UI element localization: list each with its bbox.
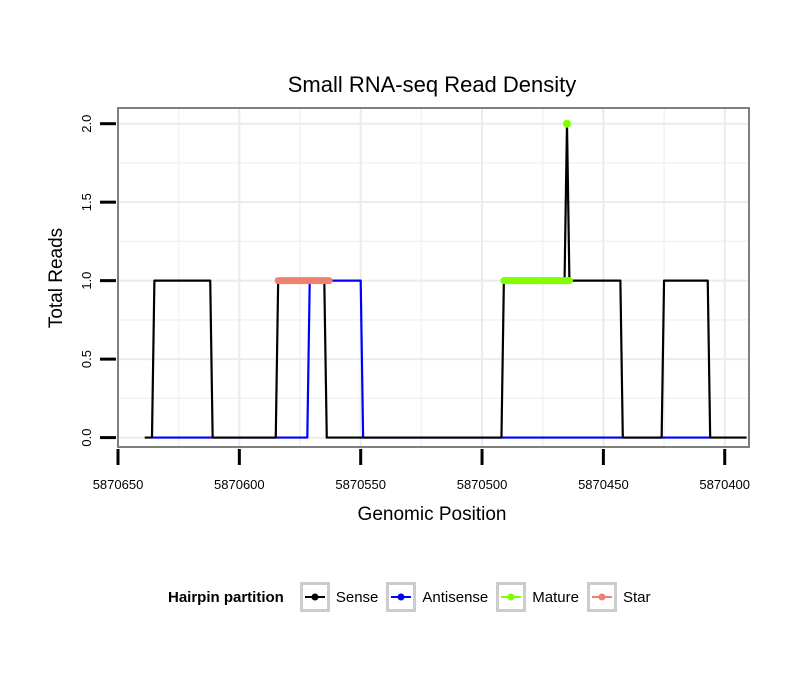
legend-label-antisense: Antisense [422,588,489,606]
plot-background [118,108,749,447]
legend-key-sense [299,582,330,612]
legend-label-sense: Sense [335,588,379,606]
y-tick-label: 1.0 [79,272,94,290]
y-tick-label: 0.0 [79,429,94,447]
legend-key-antisense [386,582,417,612]
legend: Hairpin partition Sense Antisense Mature… [168,578,658,616]
x-tick-label: 5870400 [699,477,750,492]
x-axis-title: Genomic Position [358,504,507,525]
legend-label-star: Star [622,588,651,606]
series-point-mature [562,119,571,128]
y-tick-label: 1.5 [79,193,94,211]
legend-key-mature [496,582,527,612]
legend-item-antisense: Antisense [386,582,488,612]
plot-panel: 5870650 5870600 5870550 5870500 5870450 58704… [79,107,750,492]
legend-item-sense: Sense [299,582,379,612]
legend-title: Hairpin partition [168,588,284,606]
legend-item-star: Star [586,582,651,612]
x-tick-label: 5870500 [457,477,508,492]
plot-border [117,107,750,448]
legend-item-mature: Mature [496,582,579,612]
y-axis-title: Total Reads [46,228,67,328]
series-line-sense [144,122,747,439]
y-tick-label: 2.0 [79,115,94,133]
x-tick-label: 5870650 [93,477,144,492]
y-tick-label: 0.5 [79,350,94,368]
legend-label-mature: Mature [532,588,579,606]
x-tick-label: 5870600 [214,477,265,492]
legend-key-star [586,582,617,612]
x-tick-label: 5870450 [578,477,629,492]
x-tick-label: 5870550 [335,477,386,492]
chart-title: Small RNA-seq Read Density [288,72,577,97]
